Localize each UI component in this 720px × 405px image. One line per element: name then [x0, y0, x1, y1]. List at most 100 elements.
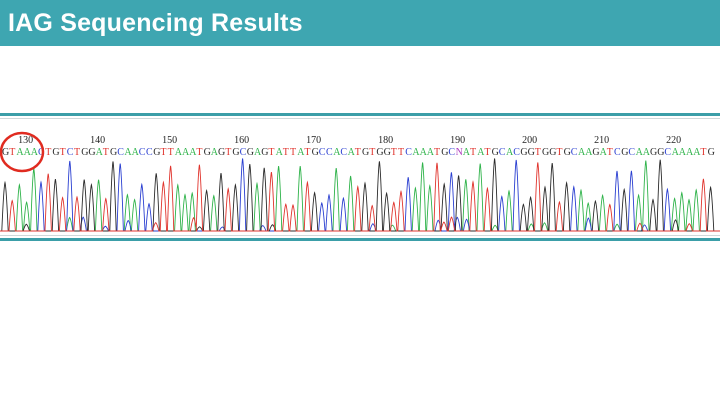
base-call: G [261, 147, 268, 158]
base-call: A [31, 147, 39, 158]
position-label: 210 [594, 135, 609, 146]
base-call: A [672, 147, 680, 158]
base-call: G [2, 147, 9, 158]
base-call: T [9, 147, 15, 158]
base-call: A [412, 147, 420, 158]
base-call: A [182, 147, 190, 158]
base-call: C [38, 147, 45, 158]
base-call: C [664, 147, 671, 158]
base-call: T [45, 147, 51, 158]
base-call: G [384, 147, 391, 158]
base-call: A [477, 147, 485, 158]
base-call: G [650, 147, 657, 158]
base-call: T [290, 147, 296, 158]
base-call: C [117, 147, 124, 158]
trace-layer [0, 158, 720, 232]
base-call: C [405, 147, 412, 158]
base-call: T [470, 147, 476, 158]
base-call: T [484, 147, 490, 158]
base-call: A [297, 147, 305, 158]
base-call: C [326, 147, 333, 158]
base-call: T [391, 147, 397, 158]
position-label: 130 [18, 135, 33, 146]
base-call: A [693, 147, 701, 158]
base-call: C [340, 147, 347, 158]
base-call: A [24, 147, 32, 158]
base-call: T [168, 147, 174, 158]
base-call: C [448, 147, 455, 158]
title-bar: IAG Sequencing Results [0, 0, 720, 46]
base-call: G [312, 147, 319, 158]
base-call: T [607, 147, 613, 158]
base-call: A [175, 147, 183, 158]
base-call: T [103, 147, 109, 158]
base-call: T [268, 147, 274, 158]
position-label: 150 [162, 135, 177, 146]
position-label: 180 [378, 135, 393, 146]
base-call: G [657, 147, 664, 158]
base-call: G [542, 147, 549, 158]
base-call: T [196, 147, 202, 158]
base-call: T [535, 147, 541, 158]
base-call: C [614, 147, 621, 158]
base-call: T [355, 147, 361, 158]
base-call: A [348, 147, 356, 158]
base-call: A [600, 147, 608, 158]
base-call: G [88, 147, 95, 158]
base-call: C [571, 147, 578, 158]
base-call: G [52, 147, 59, 158]
base-call: A [333, 147, 341, 158]
base-call: G [110, 147, 117, 158]
base-call: T [60, 147, 66, 158]
base-call: G [564, 147, 571, 158]
base-call: G [218, 147, 225, 158]
base-call: A [578, 147, 586, 158]
base-call: G [247, 147, 254, 158]
position-label: 160 [234, 135, 249, 146]
base-call: G [362, 147, 369, 158]
base-call: A [463, 147, 471, 158]
trace-t [0, 162, 720, 232]
base-call: G [232, 147, 239, 158]
base-call: G [520, 147, 527, 158]
base-call: T [225, 147, 231, 158]
base-call: G [492, 147, 499, 158]
panel-inner-top-line [0, 118, 720, 119]
base-call: G [549, 147, 556, 158]
base-call: C [146, 147, 153, 158]
base-call: A [16, 147, 24, 158]
base-call: A [254, 147, 262, 158]
base-call: A [124, 147, 132, 158]
position-label: 190 [450, 135, 465, 146]
base-call: A [96, 147, 104, 158]
base-call: G [204, 147, 211, 158]
trace-g [0, 158, 720, 232]
base-call: T [283, 147, 289, 158]
base-call: C [67, 147, 74, 158]
base-call: G [708, 147, 715, 158]
base-call: C [513, 147, 520, 158]
base-call: T [556, 147, 562, 158]
base-call: C [240, 147, 247, 158]
base-call: G [441, 147, 448, 158]
base-call: C [139, 147, 146, 158]
base-call: C [499, 147, 506, 158]
base-call: A [189, 147, 197, 158]
base-call: T [74, 147, 80, 158]
base-call: T [160, 147, 166, 158]
page-title: IAG Sequencing Results [8, 9, 303, 37]
panel-inner-bottom-line [0, 235, 720, 236]
position-label: 220 [666, 135, 681, 146]
base-call: N [456, 147, 463, 158]
base-call: T [398, 147, 404, 158]
base-call: G [592, 147, 599, 158]
base-call: A [686, 147, 694, 158]
base-call: A [132, 147, 140, 158]
base-call: A [211, 147, 219, 158]
base-call: C [628, 147, 635, 158]
position-label: 200 [522, 135, 537, 146]
highlight-circle [0, 131, 45, 173]
base-call: T [434, 147, 440, 158]
